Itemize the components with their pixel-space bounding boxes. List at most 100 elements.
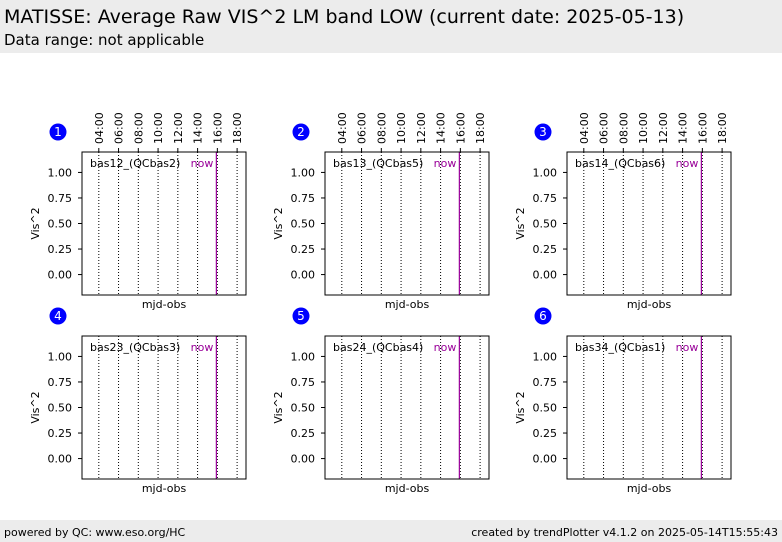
x-tick-label: 14:00	[435, 112, 448, 144]
y-tick-label: 0.50	[48, 402, 73, 415]
y-tick-label: 1.00	[48, 350, 73, 363]
x-tick-label: 16:00	[454, 112, 467, 144]
y-tick-label: 0.00	[291, 269, 316, 282]
y-tick-label: 0.75	[291, 192, 316, 205]
x-tick-label: 14:00	[192, 112, 205, 144]
x-tick-label: 18:00	[231, 112, 244, 144]
y-tick-label: 0.00	[533, 269, 558, 282]
plot-panel-1: 1.00 0.75 0.50 0.25 0.00 04:00 06:00 08:00 10:00…	[29, 112, 247, 311]
y-axis-label: Vis^2	[514, 207, 527, 239]
y-tick-label: 0.00	[291, 453, 316, 466]
plot-title: bas14_(QCbas6)	[575, 157, 665, 170]
y-tick-label: 0.75	[291, 376, 316, 389]
y-tick-label: 0.00	[48, 269, 73, 282]
plot-area	[567, 152, 731, 295]
y-tick-label: 0.25	[533, 427, 558, 440]
panel-number-badge	[534, 123, 552, 141]
plot-area	[82, 152, 246, 295]
y-axis-label: Vis^2	[29, 391, 42, 423]
y-tick-label: 0.50	[533, 218, 558, 231]
plot-area	[325, 336, 489, 479]
plot-panel-3: 1.00 0.75 0.50 0.25 0.00 04:00 06:00 08:00 10:00…	[514, 112, 732, 311]
panel-number-badge	[292, 307, 310, 325]
y-tick-label: 0.25	[533, 243, 558, 256]
panel-number: 5	[297, 309, 305, 323]
x-axis-label: mjd-obs	[385, 482, 430, 495]
plot-title: bas34_(QCbas1)	[575, 341, 665, 354]
x-tick-label: 08:00	[132, 112, 145, 144]
y-tick-label: 0.00	[48, 453, 73, 466]
now-label: now	[676, 157, 699, 170]
y-tick-label: 0.25	[291, 243, 316, 256]
plot-area	[325, 152, 489, 295]
x-tick-label: 08:00	[375, 112, 388, 144]
page-footer: powered by QC: www.eso.org/HC created by…	[0, 520, 782, 542]
y-tick-label: 0.25	[48, 427, 73, 440]
page-subtitle: Data range: not applicable	[4, 31, 205, 49]
x-axis-label: mjd-obs	[627, 298, 672, 311]
x-tick-label: 12:00	[415, 112, 428, 144]
x-axis-label: mjd-obs	[142, 298, 187, 311]
x-tick-label: 08:00	[617, 112, 630, 144]
x-tick-label: 18:00	[474, 112, 487, 144]
x-tick-label: 06:00	[113, 112, 126, 144]
plot-area	[567, 336, 731, 479]
x-axis-label: mjd-obs	[385, 298, 430, 311]
x-tick-label: 16:00	[696, 112, 709, 144]
x-tick-label: 18:00	[716, 112, 729, 144]
x-tick-label: 06:00	[356, 112, 369, 144]
x-tick-label: 14:00	[677, 112, 690, 144]
y-tick-label: 0.75	[48, 192, 73, 205]
y-axis-label: Vis^2	[514, 391, 527, 423]
y-tick-label: 0.75	[48, 376, 73, 389]
y-tick-label: 0.50	[533, 402, 558, 415]
page-title: MATISSE: Average Raw VIS^2 LM band LOW (…	[4, 6, 685, 28]
now-label: now	[434, 157, 457, 170]
plot-panel-5: 1.00 0.75 0.50 0.25 0.00 mjd-obs Vis^2 bas24_(Q…	[272, 307, 490, 495]
x-tick-label: 16:00	[211, 112, 224, 144]
plot-panel-4: 1.00 0.75 0.50 0.25 0.00 mjd-obs Vis^2 bas23_(Q…	[29, 307, 247, 495]
y-tick-label: 0.25	[48, 243, 73, 256]
y-axis-label: Vis^2	[29, 207, 42, 239]
now-label: now	[191, 157, 214, 170]
y-tick-label: 0.75	[533, 376, 558, 389]
x-tick-label: 10:00	[152, 112, 165, 144]
plot-title: bas13_(QCbas5)	[333, 157, 423, 170]
now-label: now	[191, 341, 214, 354]
plot-area	[82, 336, 246, 479]
y-tick-label: 0.50	[48, 218, 73, 231]
panel-number: 2	[297, 125, 305, 139]
y-tick-label: 0.50	[291, 402, 316, 415]
plot-title: bas24_(QCbas4)	[333, 341, 423, 354]
y-tick-label: 1.00	[291, 166, 316, 179]
y-tick-label: 1.00	[48, 166, 73, 179]
plot-panel-6: 1.00 0.75 0.50 0.25 0.00 mjd-obs Vis^2 bas34_(Q…	[514, 307, 732, 495]
page-header: MATISSE: Average Raw VIS^2 LM band LOW (…	[0, 0, 782, 53]
panel-number: 3	[539, 125, 547, 139]
y-axis-label: Vis^2	[272, 207, 285, 239]
panel-number-badge	[292, 123, 310, 141]
footer-created: created by trendPlotter v4.1.2 on 2025-0…	[471, 526, 778, 539]
x-tick-label: 10:00	[395, 112, 408, 144]
x-tick-label: 10:00	[637, 112, 650, 144]
panel-number: 1	[54, 125, 62, 139]
y-tick-label: 0.75	[533, 192, 558, 205]
y-tick-label: 0.25	[291, 427, 316, 440]
x-tick-label: 04:00	[336, 112, 349, 144]
x-axis-label: mjd-obs	[627, 482, 672, 495]
now-label: now	[434, 341, 457, 354]
plot-panel-2: 1.00 0.75 0.50 0.25 0.00 04:00 06:00 08:00 10:00…	[272, 112, 490, 311]
x-tick-label: 12:00	[657, 112, 670, 144]
x-axis-label: mjd-obs	[142, 482, 187, 495]
panel-number: 6	[539, 309, 547, 323]
x-tick-label: 04:00	[578, 112, 591, 144]
y-tick-label: 1.00	[533, 166, 558, 179]
y-tick-label: 1.00	[291, 350, 316, 363]
panel-number-badge	[534, 307, 552, 325]
y-tick-label: 1.00	[533, 350, 558, 363]
plot-title: bas23_(QCbas3)	[90, 341, 180, 354]
x-tick-label: 12:00	[172, 112, 185, 144]
footer-credit: powered by QC: www.eso.org/HC	[4, 526, 186, 539]
y-tick-label: 0.00	[533, 453, 558, 466]
